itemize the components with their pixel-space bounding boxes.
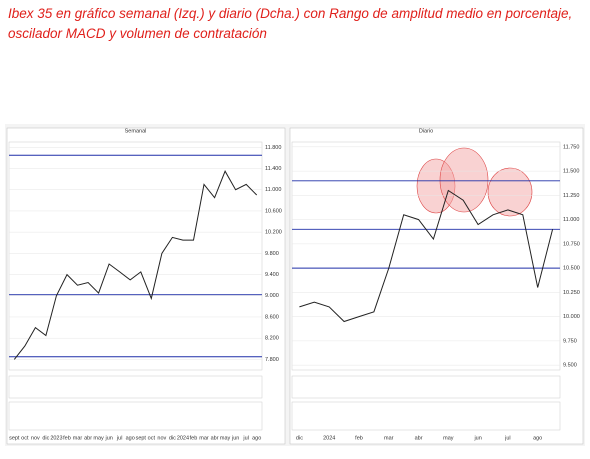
volume-panel	[291, 401, 561, 431]
x-tick-label: jun	[473, 435, 481, 441]
y-tick-label: 10.500	[563, 266, 580, 272]
y-tick-label: 9.750	[563, 338, 577, 344]
x-tick-label: mar	[199, 435, 209, 441]
x-tick-label: may	[93, 435, 104, 441]
x-tick-label: feb	[63, 435, 71, 441]
y-tick-label: 11.000	[265, 187, 281, 193]
x-tick-label: jul	[504, 435, 511, 441]
y-tick-label: 10.750	[563, 241, 580, 247]
plot-area	[8, 141, 263, 371]
x-tick-label: dic	[296, 435, 303, 441]
y-tick-label: 9.500	[563, 363, 577, 369]
x-tick-label: abr	[84, 435, 92, 441]
panel-title: Diario	[419, 128, 433, 134]
macd-panel	[291, 375, 561, 399]
y-tick-label: 11.250	[563, 193, 579, 199]
x-tick-label: may	[220, 435, 231, 441]
x-tick-label: nov	[157, 435, 166, 441]
y-tick-label: 11.500	[563, 169, 579, 175]
x-tick-label: dic	[42, 435, 49, 441]
y-tick-label: 11.750	[563, 144, 579, 150]
y-tick-label: 11.000	[563, 217, 579, 223]
y-tick-label: 10.000	[563, 314, 580, 320]
x-tick-label: feb	[190, 435, 198, 441]
y-tick-label: 11.800	[265, 145, 281, 151]
volume-panel	[8, 401, 263, 431]
x-tick-label: mar	[384, 435, 394, 441]
title-line: Ibex 35 en gráfico semanal (Izq.) y diar…	[8, 6, 573, 21]
x-tick-label: jul	[242, 435, 249, 441]
x-tick-label: jul	[116, 435, 123, 441]
x-tick-label: mar	[73, 435, 83, 441]
x-tick-label: feb	[355, 435, 363, 441]
x-tick-label: 2024	[323, 435, 335, 441]
x-tick-label: 2024	[177, 435, 189, 441]
y-tick-label: 9.400	[265, 272, 279, 278]
highlight	[439, 147, 489, 213]
x-tick-label: ago	[533, 435, 542, 441]
y-tick-label: 10.250	[563, 290, 580, 296]
y-tick-label: 11.400	[265, 166, 281, 172]
x-tick-label: nov	[31, 435, 40, 441]
x-tick-label: oct	[21, 435, 29, 441]
macd-panel	[8, 375, 263, 399]
y-tick-label: 7.800	[265, 357, 279, 363]
x-tick-label: oct	[148, 435, 156, 441]
x-tick-label: may	[443, 435, 454, 441]
x-tick-label: 2023	[50, 435, 62, 441]
panel-title: Semanal	[125, 128, 147, 134]
highlight	[487, 167, 533, 217]
x-tick-label: jun	[231, 435, 239, 441]
x-tick-label: ago	[126, 435, 135, 441]
y-tick-label: 9.800	[265, 251, 279, 257]
x-tick-label: ago	[252, 435, 261, 441]
y-tick-label: 10.600	[265, 208, 282, 214]
y-tick-label: 8.200	[265, 336, 279, 342]
y-tick-label: 10.200	[265, 230, 282, 236]
y-tick-label: 8.600	[265, 314, 279, 320]
x-tick-label: abr	[415, 435, 423, 441]
title-line: oscilador MACD y volumen de contratación	[8, 26, 267, 41]
price-line	[13, 170, 258, 360]
x-tick-label: abr	[211, 435, 219, 441]
x-tick-label: dic	[169, 435, 176, 441]
y-tick-label: 9.000	[265, 293, 279, 299]
price-line	[299, 189, 554, 323]
x-tick-label: sept	[136, 435, 147, 441]
x-tick-label: jun	[104, 435, 112, 441]
title: Ibex 35 en gráfico semanal (Izq.) y diar…	[8, 4, 572, 44]
x-tick-label: sept	[9, 435, 20, 441]
plot-area	[291, 141, 561, 371]
